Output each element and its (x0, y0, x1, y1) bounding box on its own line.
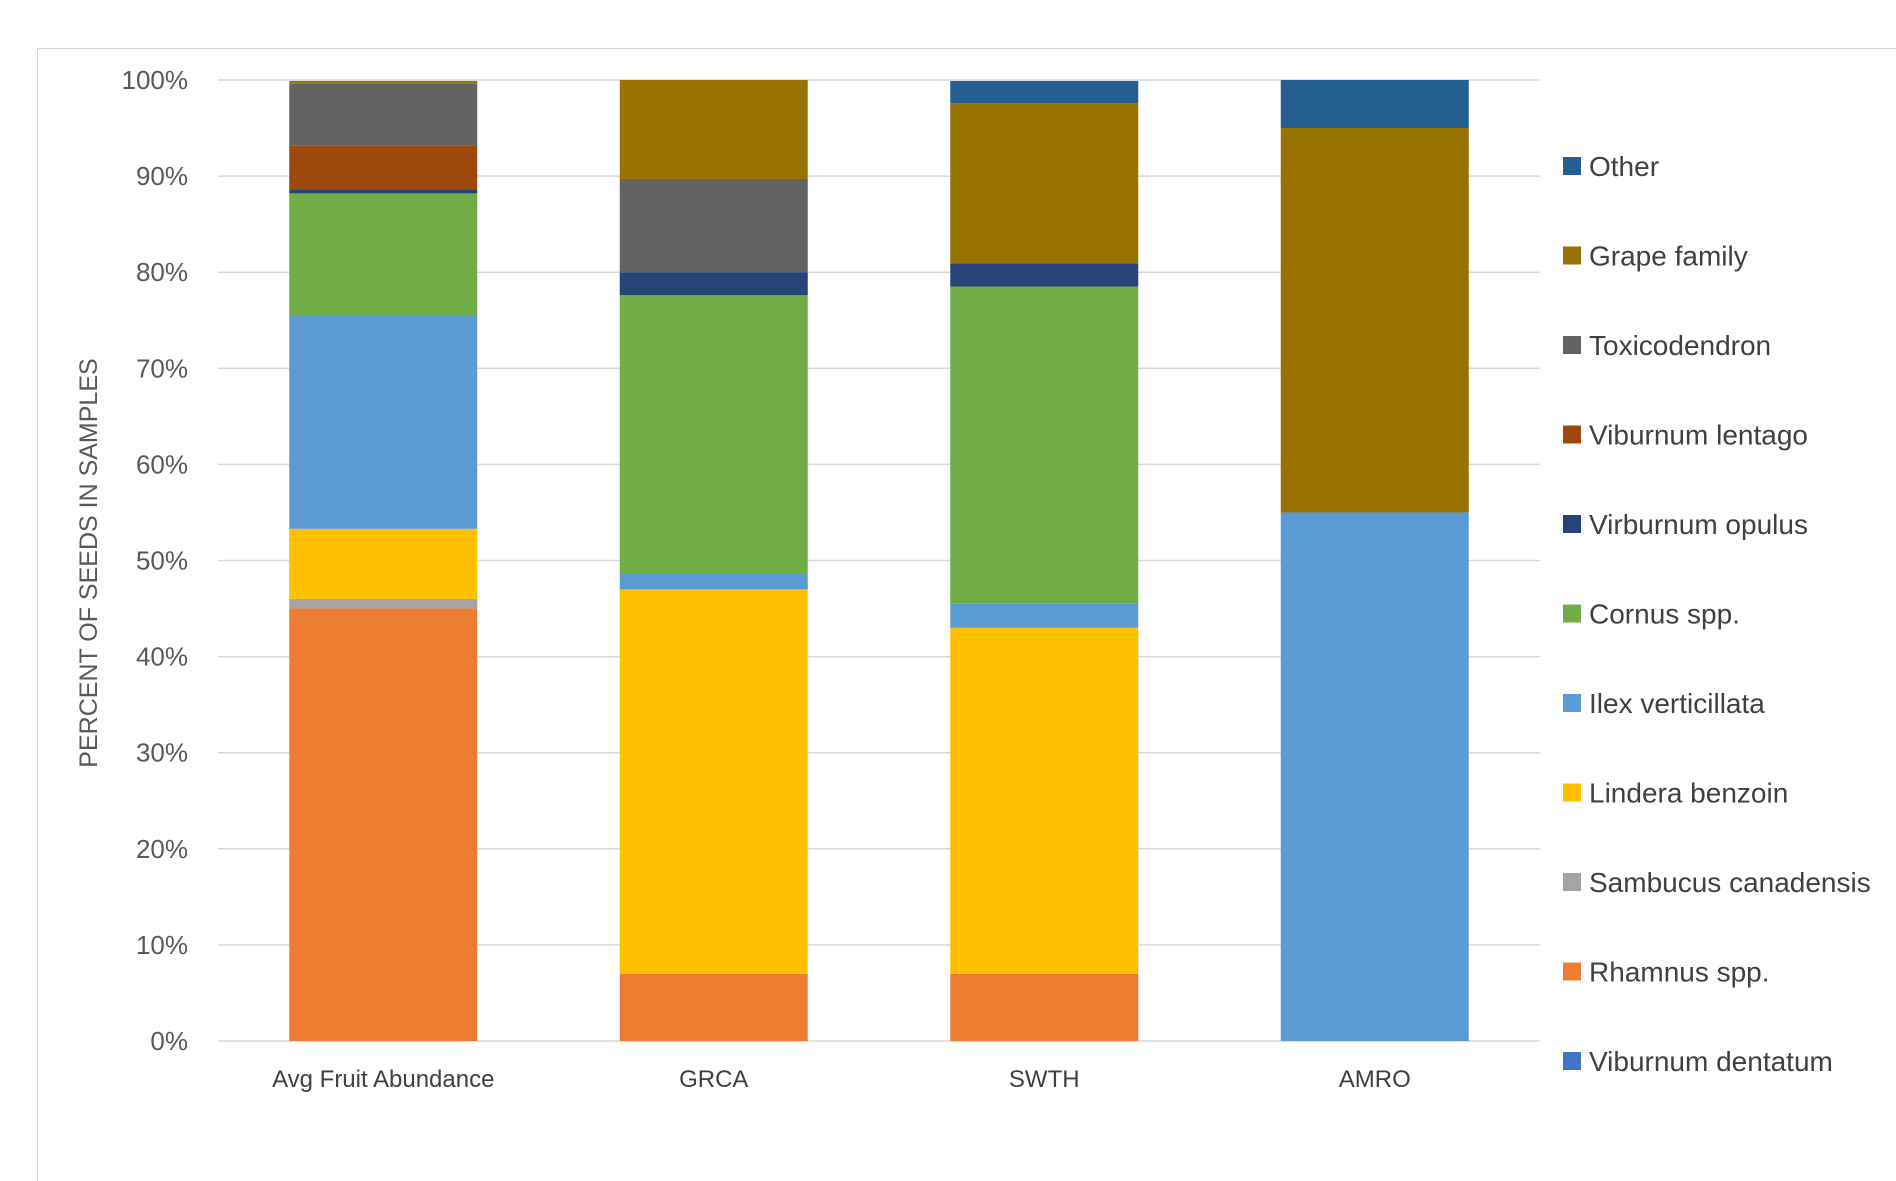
legend-swatch (1563, 604, 1581, 623)
legend-swatch (1563, 425, 1581, 444)
y-tick-label: 100% (122, 65, 189, 95)
bar-segment (950, 263, 1139, 287)
bar-segment (1280, 80, 1469, 129)
bar-segment (289, 528, 478, 599)
y-axis-title: PERCENT OF SEEDS IN SAMPLES (75, 358, 103, 767)
bar-segment (619, 80, 808, 179)
legend-label: Grape family (1589, 241, 1748, 272)
bar-segment (950, 80, 1139, 104)
bar-segment (289, 598, 478, 609)
legend-swatch (1563, 336, 1581, 354)
legend-label: Toxicodendron (1589, 330, 1771, 361)
bar-segment (289, 193, 478, 316)
bar-segment (289, 189, 478, 194)
y-tick-label: 50% (136, 546, 188, 576)
legend-swatch (1563, 694, 1581, 712)
legend-swatch (1563, 157, 1581, 175)
legend-label: Other (1589, 151, 1659, 182)
y-tick-label: 10% (136, 930, 188, 960)
y-tick-label: 0% (150, 1026, 188, 1056)
x-tick-label: AMRO (1339, 1066, 1411, 1093)
bar-segment (289, 145, 478, 190)
x-tick-label: Avg Fruit Abundance (272, 1066, 494, 1093)
x-tick-label: SWTH (1009, 1066, 1080, 1093)
bar-segment (619, 295, 808, 574)
bar-segment (950, 286, 1139, 604)
legend-swatch (1563, 515, 1581, 533)
chart-frame (37, 48, 1896, 1181)
bar-segment (289, 608, 478, 1041)
legend-label: Lindera benzoin (1589, 778, 1788, 809)
bar-segment (289, 83, 478, 146)
y-tick-label: 60% (136, 449, 188, 479)
legend-label: Viburnum lentago (1589, 420, 1808, 451)
legend-swatch (1563, 962, 1581, 981)
x-tick-label: GRCA (679, 1066, 748, 1093)
bar-segment (619, 589, 808, 974)
y-tick-label: 30% (136, 738, 188, 768)
bars (289, 80, 1469, 1041)
legend: Other Grape family Toxicodendron Viburnum l… (1563, 151, 1871, 1077)
legend-swatch (1563, 246, 1581, 265)
bar-segment (950, 103, 1139, 264)
bar-segment (950, 603, 1139, 628)
x-axis-labels: Avg Fruit Abundance GRCA SWTH AMRO (272, 1066, 1411, 1093)
y-tick-label: 80% (136, 257, 188, 287)
legend-swatch (1563, 1052, 1581, 1070)
bar-segment (1280, 512, 1469, 1041)
legend-label: Cornus spp. (1589, 599, 1740, 630)
y-tick-label: 40% (136, 642, 188, 672)
y-axis-ticks: 0% 10% 20% 30% 40% 50% 60% 70% 80% 90% 100% (122, 65, 189, 1056)
legend-swatch (1563, 873, 1581, 891)
bar-segment (619, 272, 808, 296)
bar-segment (619, 573, 808, 590)
legend-label: Virburnum opulus (1589, 509, 1808, 540)
legend-label: Viburnum dentatum (1589, 1046, 1833, 1077)
y-tick-label: 70% (136, 353, 188, 383)
legend-label: Sambucus canadensis (1589, 867, 1871, 898)
y-tick-label: 90% (136, 161, 188, 191)
legend-swatch (1563, 783, 1581, 802)
bar-segment (289, 315, 478, 529)
bar-segment (1280, 128, 1469, 513)
bar-segment (619, 973, 808, 1041)
bar-segment (619, 178, 808, 273)
legend-label: Rhamnus spp. (1589, 957, 1770, 988)
y-tick-label: 20% (136, 834, 188, 864)
legend-label: Ilex verticillata (1589, 688, 1765, 719)
bar-segment (950, 627, 1139, 974)
bar-segment (289, 80, 478, 84)
bar-segment (950, 973, 1139, 1041)
